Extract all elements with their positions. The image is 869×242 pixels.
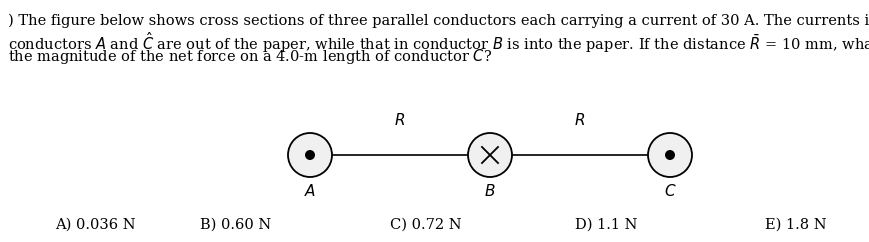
Text: the magnitude of the net force on a 4.0-m length of conductor $\it{C}$?: the magnitude of the net force on a 4.0-… [8,47,492,66]
Text: A) 0.036 N: A) 0.036 N [55,218,136,232]
Circle shape [648,133,692,177]
Text: conductors $\it{A}$ and $\it{\hat{C}}$ are out of the paper, while that in condu: conductors $\it{A}$ and $\it{\hat{C}}$ a… [8,30,869,55]
Circle shape [305,150,315,160]
Text: $\it{R}$: $\it{R}$ [574,112,586,128]
Text: $\it{R}$: $\it{R}$ [395,112,406,128]
Text: B) 0.60 N: B) 0.60 N [200,218,271,232]
Text: $\it{B}$: $\it{B}$ [484,183,496,199]
Text: D) 1.1 N: D) 1.1 N [575,218,638,232]
Text: E) 1.8 N: E) 1.8 N [765,218,826,232]
Circle shape [665,150,675,160]
Text: ) The figure below shows cross sections of three parallel conductors each carryi: ) The figure below shows cross sections … [8,14,869,28]
Text: C) 0.72 N: C) 0.72 N [390,218,461,232]
Circle shape [468,133,512,177]
Text: $\it{C}$: $\it{C}$ [664,183,676,199]
Text: $\it{A}$: $\it{A}$ [304,183,316,199]
Circle shape [288,133,332,177]
